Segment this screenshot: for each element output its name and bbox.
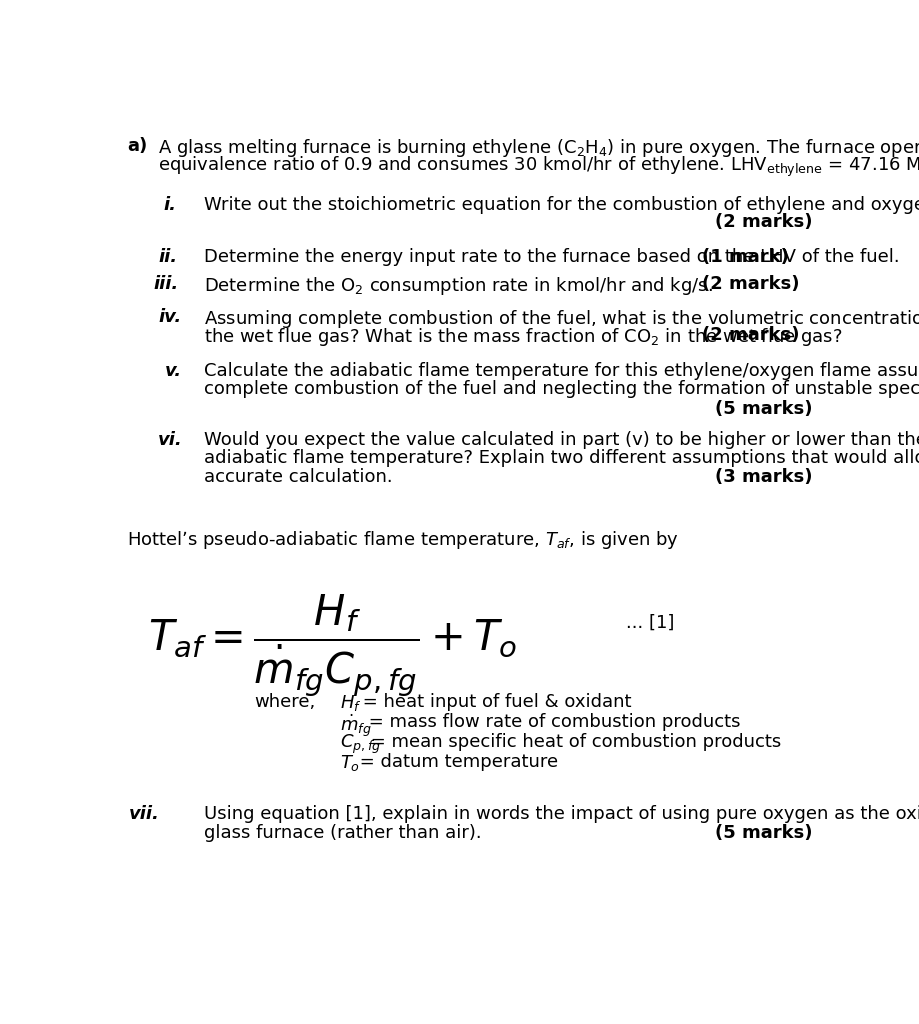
Text: Would you expect the value calculated in part (v) to be higher or lower than the: Would you expect the value calculated in… (204, 431, 919, 449)
Text: glass furnace (rather than air).: glass furnace (rather than air). (204, 823, 482, 842)
Text: = datum temperature: = datum temperature (353, 753, 557, 771)
Text: A glass melting furnace is burning ethylene (C$_2$H$_4$) in pure oxygen. The fur: A glass melting furnace is burning ethyl… (157, 137, 919, 159)
Text: Determine the energy input rate to the furnace based on the LHV of the fuel.: Determine the energy input rate to the f… (204, 248, 899, 265)
Text: accurate calculation.: accurate calculation. (204, 468, 392, 485)
Text: (3 marks): (3 marks) (714, 468, 811, 485)
Text: i.: i. (163, 196, 176, 214)
Text: $T_o$: $T_o$ (339, 753, 359, 773)
Text: (1 mark): (1 mark) (702, 248, 789, 265)
Text: the wet flue gas? What is the mass fraction of CO$_2$ in the wet flue gas?: the wet flue gas? What is the mass fract… (204, 327, 842, 348)
Text: a): a) (127, 137, 147, 155)
Text: iv.: iv. (158, 307, 181, 326)
Text: Hottel’s pseudo-adiabatic flame temperature, $T_{af}$, is given by: Hottel’s pseudo-adiabatic flame temperat… (127, 529, 678, 552)
Text: Using equation [1], explain in words the impact of using pure oxygen as the oxid: Using equation [1], explain in words the… (204, 805, 919, 823)
Text: Write out the stoichiometric equation for the combustion of ethylene and oxygen.: Write out the stoichiometric equation fo… (204, 196, 919, 214)
Text: (2 marks): (2 marks) (702, 275, 800, 293)
Text: where,: where, (255, 692, 315, 711)
Text: iii.: iii. (153, 275, 179, 293)
Text: $\dot{m}_{fg}$: $\dot{m}_{fg}$ (339, 713, 371, 739)
Text: (5 marks): (5 marks) (714, 823, 811, 842)
Text: adiabatic flame temperature? Explain two different assumptions that would allow : adiabatic flame temperature? Explain two… (204, 450, 919, 467)
Text: = mean specific heat of combustion products: = mean specific heat of combustion produ… (364, 733, 780, 751)
Text: (2 marks): (2 marks) (714, 213, 811, 231)
Text: Assuming complete combustion of the fuel, what is the volumetric concentration o: Assuming complete combustion of the fuel… (204, 307, 919, 330)
Text: $T_{af} = \dfrac{H_f}{\dot{m}_{fg}C_{p,fg}} + T_o$: $T_{af} = \dfrac{H_f}{\dot{m}_{fg}C_{p,f… (147, 593, 516, 698)
Text: Calculate the adiabatic flame temperature for this ethylene/oxygen flame assumin: Calculate the adiabatic flame temperatur… (204, 361, 919, 380)
Text: v.: v. (165, 361, 182, 380)
Text: vii.: vii. (129, 805, 160, 823)
Text: vi.: vi. (157, 431, 182, 449)
Text: (5 marks): (5 marks) (714, 400, 811, 418)
Text: complete combustion of the fuel and neglecting the formation of unstable species: complete combustion of the fuel and negl… (204, 380, 919, 398)
Text: = mass flow rate of combustion products: = mass flow rate of combustion products (363, 713, 740, 731)
Text: ... [1]: ... [1] (626, 614, 675, 632)
Text: Determine the O$_2$ consumption rate in kmol/hr and kg/s.: Determine the O$_2$ consumption rate in … (204, 275, 712, 297)
Text: equivalence ratio of 0.9 and consumes 30 kmol/hr of ethylene. LHV$_{\mathrm{ethy: equivalence ratio of 0.9 and consumes 30… (157, 156, 919, 179)
Text: (2 marks): (2 marks) (702, 327, 800, 344)
Text: $H_f$: $H_f$ (339, 692, 361, 713)
Text: = heat input of fuel & oxidant: = heat input of fuel & oxidant (357, 692, 630, 711)
Text: $C_{p,fg}$: $C_{p,fg}$ (339, 733, 380, 756)
Text: ii.: ii. (158, 248, 177, 265)
